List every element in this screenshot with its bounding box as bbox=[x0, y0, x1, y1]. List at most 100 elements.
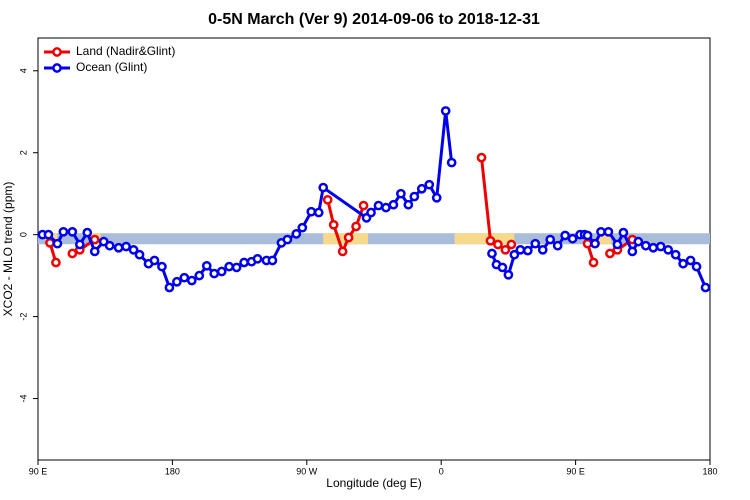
y-axis-label: XCO2 - MLO trend (ppm) bbox=[1, 182, 15, 317]
series-point bbox=[424, 179, 435, 190]
series-point bbox=[440, 106, 451, 116]
series-point bbox=[596, 226, 606, 237]
series-point bbox=[560, 230, 570, 241]
series-point bbox=[409, 191, 420, 202]
series-point bbox=[52, 238, 63, 249]
legend-marker bbox=[52, 47, 62, 57]
series-point bbox=[224, 261, 234, 272]
series-point bbox=[74, 239, 85, 250]
series-point bbox=[67, 226, 78, 237]
series-point bbox=[403, 199, 414, 210]
series-point bbox=[503, 269, 514, 280]
y-tick-label: -2 bbox=[18, 313, 28, 321]
series-point bbox=[201, 260, 212, 271]
x-tick-label: 90 W bbox=[296, 466, 318, 476]
series-point bbox=[104, 240, 115, 251]
series-point bbox=[128, 244, 139, 255]
series-point bbox=[149, 255, 160, 266]
x-axis-label: Longitude (deg E) bbox=[326, 476, 421, 490]
series-point bbox=[627, 246, 638, 257]
series-point bbox=[700, 282, 711, 293]
series-point bbox=[58, 226, 69, 237]
series-point bbox=[446, 157, 457, 168]
series-point bbox=[685, 255, 696, 266]
series-point bbox=[282, 234, 293, 245]
series-point bbox=[306, 206, 317, 217]
series-point bbox=[582, 238, 593, 249]
series-point bbox=[216, 266, 227, 277]
series-point bbox=[431, 192, 442, 203]
legend-marker bbox=[52, 63, 62, 73]
series-point bbox=[291, 228, 302, 239]
series-point bbox=[252, 253, 263, 264]
series-point bbox=[655, 241, 666, 252]
series-point bbox=[267, 255, 278, 266]
series-point bbox=[43, 229, 54, 240]
series-point bbox=[318, 182, 329, 193]
series-point bbox=[322, 194, 333, 205]
series-point bbox=[633, 236, 644, 247]
series-point bbox=[500, 244, 511, 255]
series-point bbox=[328, 219, 339, 230]
series-point bbox=[164, 282, 175, 293]
series-point bbox=[493, 239, 503, 250]
series-point bbox=[588, 257, 599, 268]
series-point bbox=[603, 226, 614, 237]
legend-label: Land (Nadir&Glint) bbox=[76, 44, 175, 58]
series-point bbox=[663, 244, 674, 255]
x-tick-label: 0 bbox=[439, 466, 444, 476]
series-point bbox=[388, 199, 399, 210]
series-point bbox=[89, 246, 100, 257]
series-point bbox=[172, 276, 182, 287]
series-point bbox=[396, 188, 406, 199]
series-point bbox=[605, 248, 615, 259]
chart-title: 0-5N March (Ver 9) 2014-09-06 to 2018-12… bbox=[208, 11, 540, 28]
series-point bbox=[239, 257, 249, 268]
series-point bbox=[297, 222, 308, 233]
series-point bbox=[485, 235, 496, 246]
series-point bbox=[537, 244, 548, 255]
x-tick-label: 90 E bbox=[29, 466, 48, 476]
series-point bbox=[416, 183, 427, 194]
series-point bbox=[343, 232, 354, 243]
series-point bbox=[618, 227, 629, 238]
series-point bbox=[648, 242, 659, 253]
series-point bbox=[186, 275, 197, 286]
series-point bbox=[590, 238, 600, 249]
series-point bbox=[67, 248, 78, 259]
series-point bbox=[134, 249, 145, 260]
series-point bbox=[313, 207, 324, 218]
series-point bbox=[497, 262, 508, 273]
y-tick-label: 0 bbox=[18, 232, 28, 237]
y-tick-label: 4 bbox=[18, 68, 28, 73]
series-point bbox=[351, 221, 361, 232]
series-point bbox=[506, 239, 517, 250]
x-tick-label: 180 bbox=[702, 466, 717, 476]
series-point bbox=[157, 261, 167, 272]
series-point bbox=[209, 268, 220, 279]
series-point bbox=[82, 227, 93, 238]
series-point bbox=[552, 240, 563, 251]
series-point bbox=[337, 246, 348, 257]
series-point bbox=[476, 152, 487, 163]
series-point bbox=[509, 249, 520, 260]
series-point bbox=[670, 249, 681, 260]
series-point bbox=[366, 207, 376, 218]
series-point bbox=[640, 240, 651, 251]
y-tick-label: -4 bbox=[18, 395, 28, 403]
series-point bbox=[678, 258, 688, 269]
series-point bbox=[373, 200, 384, 211]
x-tick-label: 90 E bbox=[566, 466, 585, 476]
series-point bbox=[179, 272, 190, 283]
series-point bbox=[194, 270, 205, 281]
series-point bbox=[381, 202, 391, 213]
series-point bbox=[51, 257, 61, 268]
series-point bbox=[582, 230, 593, 241]
series-point bbox=[487, 248, 497, 259]
legend-label: Ocean (Glint) bbox=[76, 60, 147, 74]
series-point bbox=[113, 242, 124, 253]
series-point bbox=[522, 245, 533, 256]
series-point bbox=[545, 234, 556, 245]
plot-frame bbox=[37, 37, 711, 461]
